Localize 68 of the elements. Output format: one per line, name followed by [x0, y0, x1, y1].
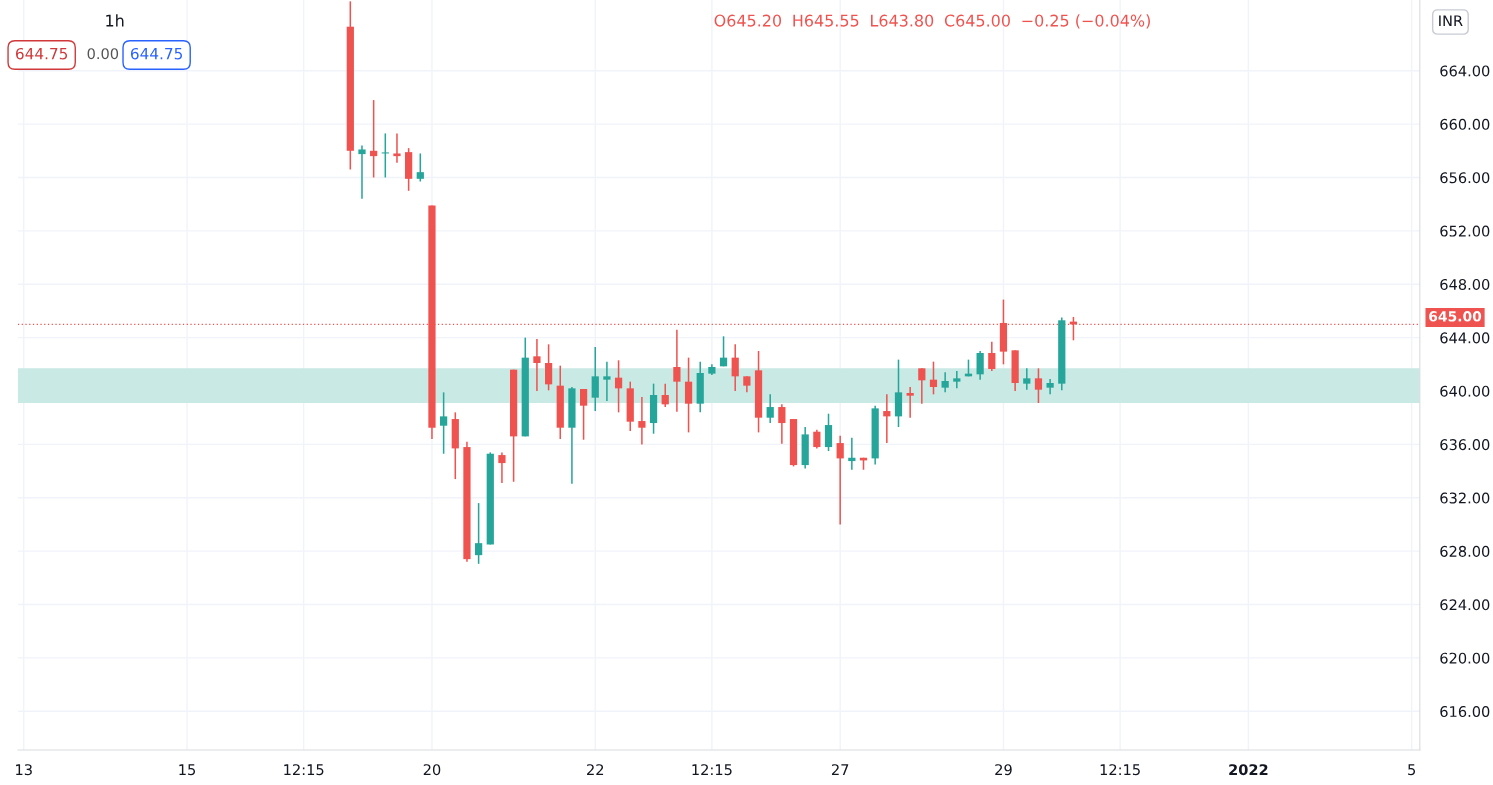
candlestick [778, 403, 786, 445]
candlestick [941, 371, 949, 394]
candlestick [976, 350, 984, 381]
candlestick [591, 346, 599, 412]
y-tick-label: 620.00 [1440, 652, 1490, 664]
candlestick [603, 360, 611, 402]
y-tick-label: 616.00 [1440, 706, 1490, 718]
annotation: −0.25 (−0.04%) [1022, 14, 1150, 29]
candlestick [661, 382, 669, 408]
x-tick-label: 12:15 [284, 764, 324, 776]
candlestick [533, 338, 541, 392]
y-tick-label: 652.00 [1440, 225, 1490, 237]
candlestick [358, 144, 366, 200]
annotation: H645.55 [793, 14, 859, 27]
candlestick [673, 328, 681, 413]
candlestick [824, 412, 833, 452]
x-tick-label: 12:15 [1100, 764, 1140, 776]
candlestick [1034, 367, 1043, 404]
y-tick-label: 660.00 [1440, 118, 1490, 130]
candlestick [416, 152, 424, 183]
y-tick-label: 636.00 [1440, 439, 1490, 451]
annotation: 644.75 [130, 47, 183, 60]
candlestick [883, 393, 891, 444]
x-tick-label: 15 [179, 764, 196, 776]
y-tick-label: 648.00 [1440, 278, 1490, 290]
candlestick [766, 393, 774, 424]
candlestick [929, 360, 938, 396]
candlestick [638, 396, 646, 446]
annotation: 1h [106, 14, 124, 27]
y-tick-label: 628.00 [1440, 545, 1490, 557]
candlestick [370, 99, 378, 179]
candlestick [988, 340, 996, 372]
annotation: O645.20 [714, 14, 782, 27]
candlestick [684, 356, 693, 434]
x-tick-label: 29 [995, 764, 1012, 776]
y-tick-label: 664.00 [1440, 65, 1490, 77]
candlestick [906, 386, 914, 419]
candlestick [1023, 367, 1031, 391]
annotation: 644.75 [16, 47, 68, 60]
x-tick-label: 22 [587, 764, 604, 775]
candlestick [953, 370, 961, 390]
candlestick [614, 359, 623, 414]
candlestick [498, 451, 506, 484]
x-tick-label: 12:15 [692, 764, 732, 776]
candlestick [731, 343, 739, 392]
y-tick-label: 624.00 [1440, 599, 1490, 611]
annotation: L643.80 [871, 14, 934, 27]
x-tick-label: 13 [16, 764, 32, 776]
text: INR [1439, 15, 1463, 27]
y-tick-label: 644.00 [1440, 332, 1490, 344]
x-tick-label: 27 [831, 764, 849, 775]
y-tick-label: 656.00 [1440, 172, 1490, 184]
candlestick [544, 343, 553, 392]
x-tick-label: 2022 [1229, 764, 1268, 776]
candlestick [393, 132, 401, 164]
candlestick [475, 502, 483, 565]
y-tick-label: 640.00 [1440, 385, 1490, 397]
candlestick [836, 434, 844, 526]
candlestick [813, 428, 821, 450]
y-tick-label: 632.00 [1440, 492, 1490, 504]
x-tick-label: 5 [1408, 764, 1416, 776]
annotation: 0.00 [87, 48, 119, 60]
x-tick-label: 20 [423, 764, 441, 776]
candlestick [918, 367, 926, 405]
annotation: C645.00 [944, 14, 1010, 27]
ref-line-label: 645.00 [1429, 311, 1482, 322]
candlestick [440, 391, 448, 455]
candlestick [579, 388, 588, 441]
